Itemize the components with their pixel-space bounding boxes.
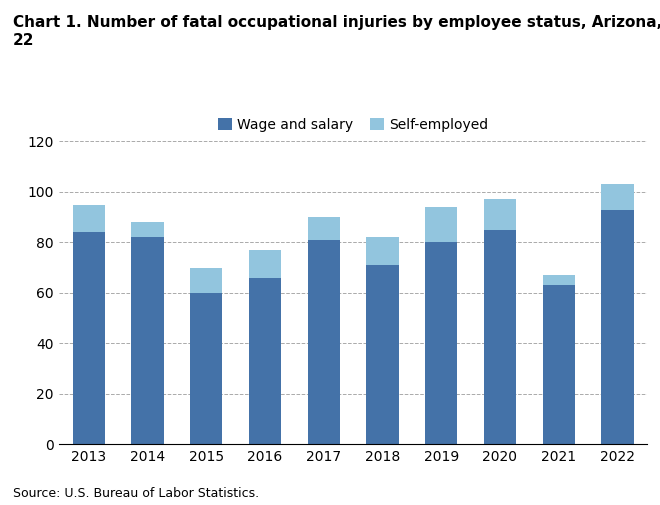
Text: Source: U.S. Bureau of Labor Statistics.: Source: U.S. Bureau of Labor Statistics. [13,487,259,500]
Bar [73,232,105,444]
Bar [484,199,516,230]
Bar [308,240,340,444]
Bar [601,210,634,444]
Bar [425,207,457,242]
Bar [484,230,516,444]
Bar [73,205,105,232]
Bar [190,293,222,444]
Bar [366,265,399,444]
Bar [131,237,164,444]
Text: Chart 1. Number of fatal occupational injuries by employee status, Arizona, 2013: Chart 1. Number of fatal occupational in… [13,15,660,47]
Bar [543,275,575,285]
Bar [308,217,340,240]
Legend: Wage and salary, Self-employed: Wage and salary, Self-employed [212,112,494,137]
Bar [249,278,281,444]
Bar [190,268,222,293]
Bar [425,242,457,444]
Bar [543,285,575,444]
Bar [249,250,281,278]
Bar [601,184,634,210]
Bar [131,222,164,237]
Bar [366,237,399,265]
